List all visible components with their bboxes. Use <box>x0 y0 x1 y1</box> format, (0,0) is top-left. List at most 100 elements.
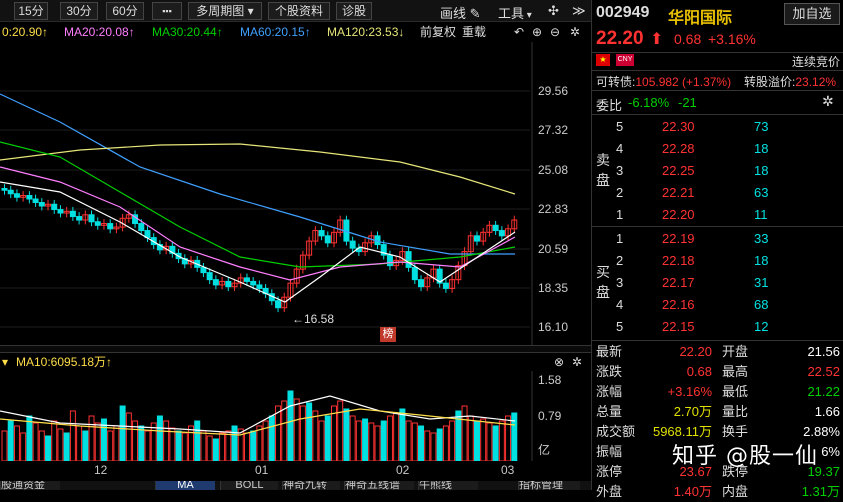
bid-row[interactable]: 1 22.19 33 <box>592 228 843 250</box>
period-15min-button[interactable]: 15分 <box>14 2 48 20</box>
ask-volume: 18 <box>754 141 769 156</box>
candle-body <box>94 221 101 226</box>
bid-row[interactable]: 4 22.16 68 <box>592 294 843 316</box>
candle-body <box>7 189 14 195</box>
draw-line-button[interactable]: 画线 ✎ <box>440 3 481 22</box>
multi-period-dropdown[interactable]: 多周期图 ▾ <box>188 2 262 20</box>
candle-body <box>26 194 33 200</box>
tab-indicator-manage[interactable]: 指标管理 <box>518 481 580 490</box>
tab-magic-nine[interactable]: 神奇九转 <box>282 481 340 490</box>
volume-bar <box>405 420 412 462</box>
candle-body <box>411 266 418 281</box>
candle-body <box>492 224 499 232</box>
volume-bar <box>113 425 120 462</box>
volume-bar <box>411 422 418 462</box>
volume-bar <box>268 415 275 462</box>
collapse-icon[interactable]: ≫ <box>572 3 586 18</box>
candle-body <box>505 228 512 237</box>
ma-line <box>0 93 515 255</box>
undo-icon[interactable]: ↶ <box>514 25 525 39</box>
volume-chart[interactable]: 1.58 0.79 亿 <box>0 371 591 462</box>
ask-volume: 18 <box>754 163 769 178</box>
bid-level: 5 <box>616 319 624 334</box>
volume-bar <box>362 418 369 462</box>
gear-icon[interactable]: ✲ <box>822 93 834 109</box>
tab-boll[interactable]: BOLL <box>220 481 278 490</box>
tab-bull-bear[interactable]: 牛熊线 <box>418 481 478 490</box>
volume-bar <box>7 420 14 462</box>
close-pane-icon[interactable]: ⊗ <box>554 355 565 369</box>
ask-row[interactable]: 1 22.20 11 <box>592 204 843 226</box>
volume-bar <box>206 435 213 462</box>
period-60min-button[interactable]: 60分 <box>106 2 144 20</box>
tools-menu-button[interactable]: 工具 ▾ <box>498 3 532 22</box>
tab-ma[interactable]: MA <box>155 481 215 490</box>
bid-row[interactable]: 3 22.17 31 <box>592 272 843 294</box>
candle-body <box>82 214 89 221</box>
bid-level: 1 <box>616 231 624 246</box>
bid-volume: 68 <box>754 297 769 312</box>
volume-bar <box>32 422 39 462</box>
stock-name: 华阳国际 <box>668 10 733 27</box>
volume-bar <box>119 405 126 462</box>
stats-row: 涨幅 +3.16% 最低 21.22 <box>592 382 843 402</box>
stat-label: 最高 <box>722 364 749 379</box>
candle-body <box>125 214 132 219</box>
ask-row[interactable]: 3 22.25 18 <box>592 160 843 182</box>
gear-icon[interactable]: ✲ <box>572 355 583 369</box>
candle-body <box>256 284 263 289</box>
candle-body <box>225 280 232 288</box>
volume-bar <box>63 432 70 462</box>
volume-bar <box>461 405 468 462</box>
ask-row[interactable]: 4 22.28 18 <box>592 138 843 160</box>
zoom-in-icon[interactable]: ⊕ <box>532 25 543 39</box>
volume-bar <box>212 438 219 462</box>
price-tick: 16.10 <box>538 320 569 334</box>
volume-bar <box>13 425 20 462</box>
adjust-dropdown[interactable]: 前复权 <box>420 25 457 39</box>
volume-bar <box>275 405 282 462</box>
bid-row[interactable]: 2 22.18 18 <box>592 250 843 272</box>
price-tick: 25.08 <box>538 163 569 177</box>
candle-body <box>51 203 58 211</box>
tab-magic-five-lines[interactable]: 神奇五线谱 <box>344 481 414 490</box>
pane-divider[interactable] <box>0 345 591 353</box>
ask-row[interactable]: 2 22.21 63 <box>592 182 843 204</box>
volume-bar <box>26 415 33 462</box>
zoom-out-icon[interactable]: ⊖ <box>550 25 561 39</box>
candle-body <box>281 296 288 309</box>
stat-value: 19.37 <box>807 464 840 479</box>
diagnose-button[interactable]: 诊股 <box>336 2 372 20</box>
settings-icon[interactable]: ✣ <box>548 3 559 18</box>
rank-badge[interactable]: 榜 <box>380 327 396 342</box>
add-watchlist-button[interactable]: 加自选 <box>784 3 840 25</box>
candle-body <box>442 282 449 289</box>
stats-row: 最新 22.20 开盘 21.56 <box>592 342 843 362</box>
bid-volume: 18 <box>754 253 769 268</box>
candle-body <box>424 277 431 288</box>
stock-info-button[interactable]: 个股资料 <box>268 2 330 20</box>
convertible-bond[interactable]: 可转债:105.982 (+1.37%) <box>596 73 731 90</box>
candle-body <box>498 230 505 237</box>
stat-label: 换手 <box>722 424 749 439</box>
candle-body <box>380 244 387 256</box>
buy-side-label: 买盘 <box>596 262 610 302</box>
reload-button[interactable]: 重载 <box>462 25 487 39</box>
period-30min-button[interactable]: 30分 <box>60 2 98 20</box>
volume-bar <box>449 420 456 462</box>
ask-level: 5 <box>616 119 624 134</box>
candle-body <box>293 268 300 284</box>
ask-row[interactable]: 5 22.30 73 <box>592 116 843 138</box>
more-periods-button[interactable]: ▪▪▪ <box>152 2 182 20</box>
ask-price: 22.30 <box>662 119 695 134</box>
volume-bar <box>318 420 325 462</box>
tab-hk-connect[interactable]: 股通资金 <box>0 481 60 490</box>
bid-price: 22.17 <box>662 275 695 290</box>
gear-icon[interactable]: ✲ <box>570 25 581 39</box>
price-tick: 22.83 <box>538 202 569 216</box>
volume-bar <box>498 420 505 462</box>
bid-row[interactable]: 5 22.15 12 <box>592 316 843 338</box>
candlestick-chart[interactable]: 29.56 27.32 25.08 22.83 20.59 18.35 16.1… <box>0 42 591 345</box>
pencil-icon: ✎ <box>466 6 481 21</box>
volume-bar <box>486 422 493 462</box>
